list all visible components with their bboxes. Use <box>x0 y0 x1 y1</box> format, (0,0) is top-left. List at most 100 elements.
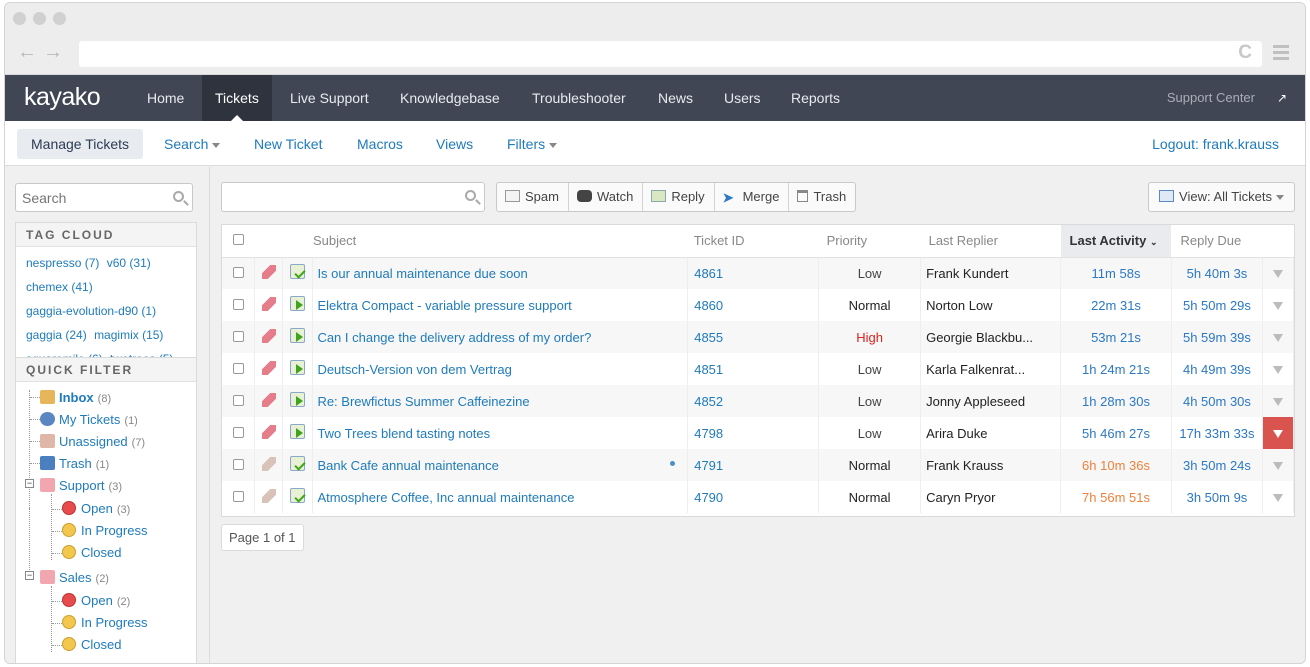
edit-icon[interactable] <box>261 296 276 311</box>
ticket-id[interactable]: 4855 <box>687 321 820 353</box>
flag-cell[interactable] <box>1262 385 1295 417</box>
edit-icon[interactable] <box>261 328 276 343</box>
filter-unassigned[interactable]: Unassigned (7) <box>40 434 145 449</box>
nav-users[interactable]: Users <box>724 90 761 106</box>
ticket-subject[interactable]: Elektra Compact - variable pressure supp… <box>312 289 689 321</box>
filter-sales-in-progress[interactable]: In Progress <box>62 615 147 630</box>
row-checkbox[interactable] <box>232 330 244 342</box>
manage-tickets-tab[interactable]: Manage Tickets <box>17 129 144 159</box>
search-icon[interactable] <box>173 191 184 202</box>
trash-button[interactable]: Trash <box>789 183 855 211</box>
views-link[interactable]: Views <box>436 136 474 152</box>
tag-link[interactable]: gaggia (24) <box>26 328 87 342</box>
row-checkbox[interactable] <box>232 490 244 502</box>
filter-sales-open[interactable]: Open (2) <box>62 593 130 608</box>
col-ticket-id[interactable]: Ticket ID <box>687 225 819 258</box>
ticket-subject[interactable]: Can I change the delivery address of my … <box>312 321 689 353</box>
edit-icon[interactable] <box>261 360 276 375</box>
ticket-id[interactable]: 4791 <box>687 449 820 481</box>
table-row[interactable]: Re: Brewfictus Summer Caffeinezine 4852 Lo… <box>222 385 1295 417</box>
col-reply-due[interactable]: Reply Due <box>1171 225 1263 258</box>
forward-arrow-icon[interactable]: → <box>43 41 63 63</box>
table-row[interactable]: Deutsch-Version von dem Vertrag 4851 Low Ka… <box>222 353 1295 385</box>
nav-news[interactable]: News <box>658 90 694 106</box>
flag-cell[interactable] <box>1262 449 1295 481</box>
ticket-id[interactable]: 4860 <box>687 289 820 321</box>
support-center-link[interactable]: Support Center <box>1166 90 1255 105</box>
collapse-sales-icon[interactable]: − <box>25 570 34 580</box>
flag-icon[interactable] <box>1272 461 1283 470</box>
table-row[interactable]: Is our annual maintenance due soon 4861 Lo… <box>222 257 1295 289</box>
browser-menu-icon[interactable] <box>1273 45 1289 63</box>
minimize-dot[interactable] <box>33 12 46 25</box>
ticket-search-input[interactable] <box>221 182 485 212</box>
nav-troubleshooter[interactable]: Troubleshooter <box>532 90 626 106</box>
search-menu[interactable]: Search <box>150 129 234 159</box>
col-last-replier[interactable]: Last Replier <box>920 225 1061 258</box>
ticket-subject[interactable]: Deutsch-Version von dem Vertrag <box>312 353 689 385</box>
table-row[interactable]: Atmosphere Coffee, Inc annual maintenanc… <box>222 481 1295 513</box>
macros-link[interactable]: Macros <box>357 136 403 152</box>
flag-icon[interactable] <box>1272 365 1283 374</box>
reply-button[interactable]: Reply <box>643 183 715 211</box>
flag-cell[interactable] <box>1262 257 1295 289</box>
watch-button[interactable]: Watch <box>569 183 644 211</box>
col-subject[interactable]: Subject <box>312 225 688 258</box>
ticket-id[interactable]: 4851 <box>687 353 820 385</box>
spam-button[interactable]: Spam <box>497 183 569 211</box>
edit-icon[interactable] <box>261 456 276 471</box>
table-row[interactable]: Bank Cafe annual maintenance 4791 Normal Fr… <box>222 449 1295 481</box>
sidebar-search[interactable] <box>15 183 193 212</box>
table-row[interactable]: Can I change the delivery address of my … <box>222 321 1295 353</box>
edit-icon[interactable] <box>261 488 276 503</box>
close-dot[interactable] <box>13 12 26 25</box>
collapse-support-icon[interactable]: − <box>25 478 34 488</box>
ticket-id[interactable]: 4852 <box>687 385 820 417</box>
filter-support-in-progress[interactable]: In Progress <box>62 523 147 538</box>
kayako-logo[interactable]: kayako <box>24 83 101 111</box>
flag-icon[interactable] <box>1272 397 1283 406</box>
flag-icon[interactable] <box>1272 493 1283 502</box>
nav-reports[interactable]: Reports <box>791 90 841 106</box>
flag-icon[interactable] <box>1272 429 1283 438</box>
filter-sales[interactable]: Sales (2) <box>40 570 109 585</box>
ticket-id[interactable]: 4790 <box>687 481 820 513</box>
row-checkbox[interactable] <box>232 362 244 374</box>
filters-menu[interactable]: Filters <box>493 129 571 159</box>
ticket-id[interactable]: 4798 <box>687 417 820 449</box>
new-ticket-link[interactable]: New Ticket <box>254 136 323 152</box>
nav-tickets[interactable]: Tickets <box>202 75 272 121</box>
row-checkbox[interactable] <box>232 458 244 470</box>
flag-icon[interactable] <box>1272 269 1283 278</box>
merge-button[interactable]: ➤ Merge <box>715 183 790 211</box>
url-bar[interactable]: C <box>79 41 1262 67</box>
sidebar-search-input[interactable] <box>16 184 156 211</box>
flag-icon[interactable] <box>1272 301 1283 310</box>
edit-icon[interactable] <box>261 424 276 439</box>
reload-icon[interactable]: C <box>1238 42 1252 63</box>
flag-cell[interactable] <box>1262 417 1295 449</box>
table-row[interactable]: Two Trees blend tasting notes 4798 Low Arir… <box>222 417 1295 449</box>
ticket-subject[interactable]: Is our annual maintenance due soon <box>312 257 689 289</box>
select-all-checkbox[interactable] <box>232 234 244 246</box>
tag-link[interactable]: gaggia-evolution-d90 (1) <box>26 304 157 318</box>
flag-cell[interactable] <box>1262 353 1295 385</box>
table-row[interactable]: Elektra Compact - variable pressure supp… <box>222 289 1295 321</box>
row-checkbox[interactable] <box>232 266 244 278</box>
edit-icon[interactable] <box>261 392 276 407</box>
search-icon[interactable] <box>465 190 476 201</box>
ticket-subject[interactable]: Bank Cafe annual maintenance <box>312 449 689 481</box>
filter-support[interactable]: Support (3) <box>40 478 122 493</box>
nav-live-support[interactable]: Live Support <box>290 90 369 106</box>
logout-link[interactable]: Logout: frank.krauss <box>1152 136 1279 152</box>
nav-home[interactable]: Home <box>147 90 185 106</box>
row-checkbox[interactable] <box>232 426 244 438</box>
tag-link[interactable]: nespresso (7) <box>26 256 100 270</box>
flag-icon[interactable] <box>1272 333 1283 342</box>
tag-link[interactable]: magimix (15) <box>94 328 164 342</box>
nav-knowledgebase[interactable]: Knowledgebase <box>400 90 500 106</box>
flag-cell[interactable] <box>1262 481 1295 513</box>
filter-trash[interactable]: Trash (1) <box>40 456 109 471</box>
edit-icon[interactable] <box>261 264 276 279</box>
flag-cell[interactable] <box>1262 289 1295 321</box>
